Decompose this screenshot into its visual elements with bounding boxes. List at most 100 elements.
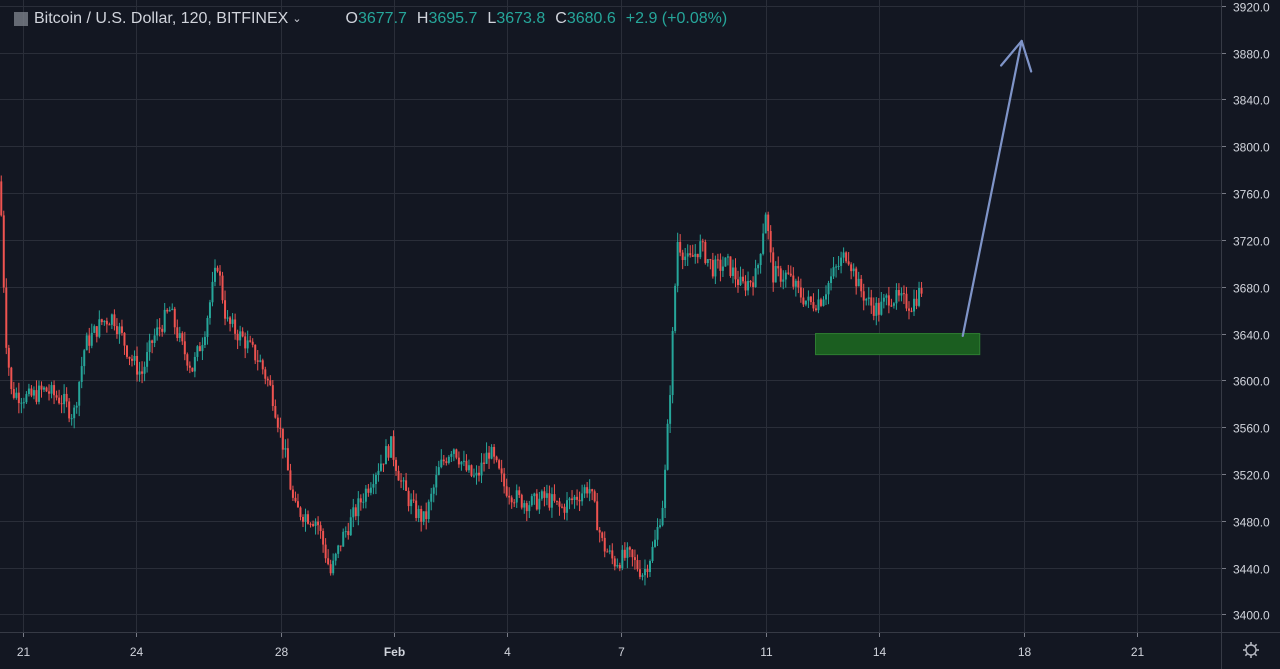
candle-body [827,282,830,295]
candle-body [332,560,335,574]
symbol-title[interactable]: Bitcoin / U.S. Dollar, 120, BITFINEX [34,10,289,27]
candle-body [264,369,267,379]
candle-body [173,308,176,328]
candle-body [85,335,88,351]
low-value: 3673.8 [496,10,546,27]
candle-body [73,407,76,419]
candle-body [862,291,865,301]
candle-body [110,314,113,325]
candle-body [133,355,136,361]
candle-body [410,499,413,507]
candle-body [845,252,848,262]
candle-body [671,331,674,396]
candle-body [774,266,777,283]
candle-body [560,506,563,508]
candle-body [701,241,704,243]
x-tick-label: 24 [130,645,144,659]
candle-body [229,317,232,324]
close-value: 3680.6 [566,10,616,27]
candle-body [797,280,800,288]
candle-body [646,569,649,573]
candle-body [583,487,586,494]
candle-body [161,328,164,332]
candle-body [809,296,812,303]
candle-body [480,462,483,476]
candle-body [254,344,257,361]
candle-body [804,300,807,305]
candle-body [55,395,58,398]
candle-body [362,501,365,503]
candle-body [664,469,667,508]
y-tick-label: 3680.0 [1233,282,1270,296]
candle-body [822,299,825,306]
candle-body [0,181,3,216]
candle-body [390,436,393,458]
candle-body [789,273,792,276]
candle-body [638,569,641,577]
candle-body [206,318,209,337]
candle-body [447,456,450,463]
candle-body [455,449,458,458]
candle-body [623,549,626,558]
candle-body [259,360,262,362]
candle-body [852,268,855,272]
candle-body [400,480,403,482]
candle-body [616,564,619,567]
y-tick-label: 3840.0 [1233,94,1270,108]
candle-body [314,521,317,526]
candle-body [37,385,40,402]
candle-body [915,298,918,306]
candle-body [344,531,347,533]
candle-body [90,332,93,346]
candle-body [198,346,201,352]
candle-body [467,465,470,471]
x-tick-label: 4 [504,645,511,659]
candle-body [762,233,765,254]
chevron-down-icon[interactable]: ⌄ [292,12,302,25]
gear-icon[interactable] [1243,642,1259,658]
candle-body [239,331,242,341]
candle-body [417,508,420,519]
candle-body [196,346,199,357]
candle-body [78,381,81,406]
candle-body [825,294,828,300]
candle-body [32,390,35,396]
candle-body [669,395,672,424]
candle-body [153,335,156,343]
candle-body [83,350,86,367]
candle-body [22,402,25,404]
candle-body [483,462,486,464]
candle-body [860,278,863,292]
candle-body [907,308,910,311]
candle-body [435,474,438,488]
candle-body [372,484,375,488]
candle-body [641,575,644,577]
candle-body [271,385,274,407]
candle-body [465,460,468,471]
candle-body [437,467,440,475]
candle-body [369,487,372,493]
candle-body [850,264,853,272]
candle-body [15,392,18,398]
candle-body [772,252,775,283]
candle-body [224,300,227,319]
candle-body [186,354,189,366]
ohlc-values: O3677.7 H3695.7 L3673.8 C3680.6 +2.9 (+0… [346,10,728,28]
x-tick-label: 11 [760,645,773,659]
y-tick-label: 3640.0 [1233,329,1270,343]
candle-body [734,267,737,280]
candle-body [900,293,903,296]
candle-body [724,257,727,267]
candle-body [812,302,815,309]
candle-body [769,231,772,253]
candle-body [648,560,651,573]
candle-body [528,505,531,512]
candle-body [462,460,465,462]
symbol-icon [14,12,28,26]
candle-body [445,461,448,463]
candle-body [523,503,526,508]
candle-body [50,385,53,394]
candle-body [35,390,38,402]
